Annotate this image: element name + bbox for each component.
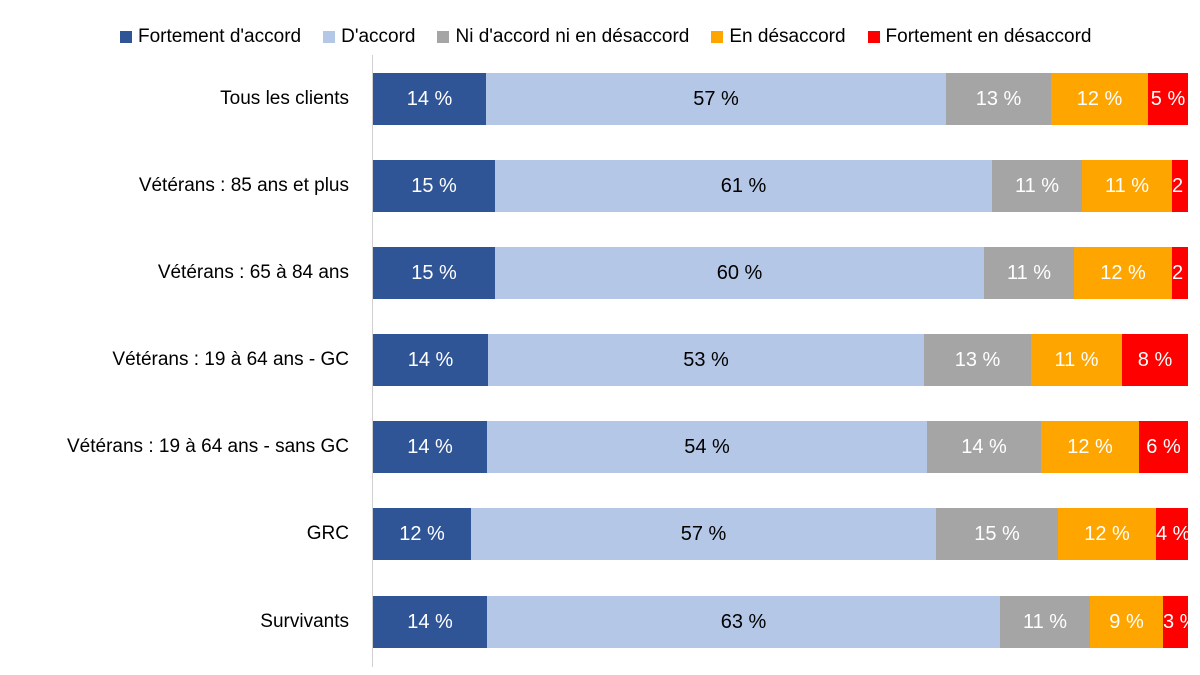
bar-segment: 63 %: [487, 596, 1000, 648]
category-label: Vétérans : 65 à 84 ans: [157, 262, 349, 283]
bar-segment: 53 %: [488, 334, 924, 386]
stacked-bar: 14 % 53 % 13 % 11 % 8 %: [373, 334, 1188, 386]
category-label: Vétérans : 85 ans et plus: [138, 175, 349, 196]
bar-segment: 12 %: [1058, 508, 1156, 560]
legend-label: Ni d'accord ni en désaccord: [455, 26, 690, 47]
category-label: Vétérans : 19 à 64 ans - sans GC: [67, 436, 349, 457]
legend-item: D'accord: [323, 24, 415, 50]
legend-label: Fortement en désaccord: [885, 26, 1092, 47]
category-label: GRC: [306, 523, 349, 544]
bar-segment: 57 %: [471, 508, 936, 560]
bar-segment: 11 %: [984, 247, 1074, 299]
bar-segment: 12 %: [1041, 421, 1139, 473]
bar-segment: 3 %: [1163, 596, 1197, 648]
category-label: Vétérans : 19 à 64 ans - GC: [112, 349, 349, 370]
stacked-bar: 14 % 57 % 13 % 12 % 5 %: [373, 73, 1188, 125]
bar-segment: 14 %: [927, 421, 1041, 473]
bar-segment: 15 %: [936, 508, 1058, 560]
bar-segment: 13 %: [946, 73, 1051, 125]
stacked-bar: 14 % 63 % 11 % 9 % 3 %: [373, 596, 1197, 648]
bar-segment: 14 %: [373, 73, 486, 125]
legend-swatch-icon: [323, 31, 336, 43]
bar-row: Vétérans : 85 ans et plus 15 % 61 % 11 % 11 …: [0, 160, 1200, 212]
bar-segment: 57 %: [486, 73, 946, 125]
bar-segment: 13 %: [924, 334, 1031, 386]
bar-segment: 15 %: [373, 247, 495, 299]
legend-item: En désaccord: [711, 24, 846, 50]
legend-swatch-icon: [120, 31, 132, 43]
bar-segment: 8 %: [1122, 334, 1188, 386]
category-axis-line: [372, 55, 373, 667]
bar-row: Vétérans : 19 à 64 ans - GC 14 % 53 % 13 % 1…: [0, 334, 1200, 386]
bar-segment: 2 %: [1172, 247, 1200, 299]
bar-row: Vétérans : 19 à 64 ans - sans GC 14 % 54 %…: [0, 421, 1200, 473]
stacked-bar: 12 % 57 % 15 % 12 % 4 %: [373, 508, 1190, 560]
bar-segment: 11 %: [1082, 160, 1172, 212]
bar-segment: 54 %: [487, 421, 927, 473]
bar-segment: 2 %: [1172, 160, 1200, 212]
stacked-bar: 15 %61 %11 %11 %2 %: [373, 160, 1200, 212]
legend: Fortement d'accord D'accord Ni d'accord ni…: [0, 24, 1200, 50]
stacked-bar: 15 %60 %11 %12 %2 %: [373, 247, 1200, 299]
bar-segment: 60 %: [495, 247, 984, 299]
stacked-bar: 14 % 54 % 14 % 12 % 6 %: [373, 421, 1188, 473]
bar-segment: 12 %: [1074, 247, 1172, 299]
bar-segment: 5 %: [1148, 73, 1188, 125]
legend-swatch-icon: [867, 31, 880, 43]
bar-row: Survivants 14 % 63 % 11 % 9 % 3 %: [0, 596, 1200, 648]
legend-swatch-icon: [711, 31, 724, 43]
bar-row: Tous les clients 14 % 57 % 13 % 12 % 5 %: [0, 73, 1200, 125]
legend-swatch-icon: [437, 31, 450, 43]
bar-segment: 4 %: [1156, 508, 1190, 560]
legend-item: Ni d'accord ni en désaccord: [437, 24, 689, 50]
bar-segment: 14 %: [373, 421, 487, 473]
bar-segment: 11 %: [1000, 596, 1090, 648]
bar-row: GRC 12 % 57 % 15 % 12 % 4 %: [0, 508, 1200, 560]
legend-label: D'accord: [341, 26, 416, 47]
bar-segment: 14 %: [373, 334, 488, 386]
bar-segment: 12 %: [373, 508, 471, 560]
bar-row: Vétérans : 65 à 84 ans 15 % 60 % 11 % 12 % 2 …: [0, 247, 1200, 299]
legend-label: Fortement d'accord: [138, 26, 302, 47]
bar-segment: 61 %: [495, 160, 992, 212]
bar-segment: 12 %: [1051, 73, 1148, 125]
bar-segment: 6 %: [1139, 421, 1188, 473]
bar-segment: 9 %: [1090, 596, 1163, 648]
category-label: Survivants: [260, 611, 349, 632]
legend-item: Fortement en désaccord: [867, 24, 1092, 50]
category-label: Tous les clients: [220, 88, 349, 109]
legend-item: Fortement d'accord: [120, 24, 301, 50]
bar-segment: 15 %: [373, 160, 495, 212]
legend-label: En désaccord: [729, 26, 846, 47]
bar-segment: 11 %: [992, 160, 1082, 212]
bar-segment: 14 %: [373, 596, 487, 648]
bar-segment: 11 %: [1031, 334, 1122, 386]
